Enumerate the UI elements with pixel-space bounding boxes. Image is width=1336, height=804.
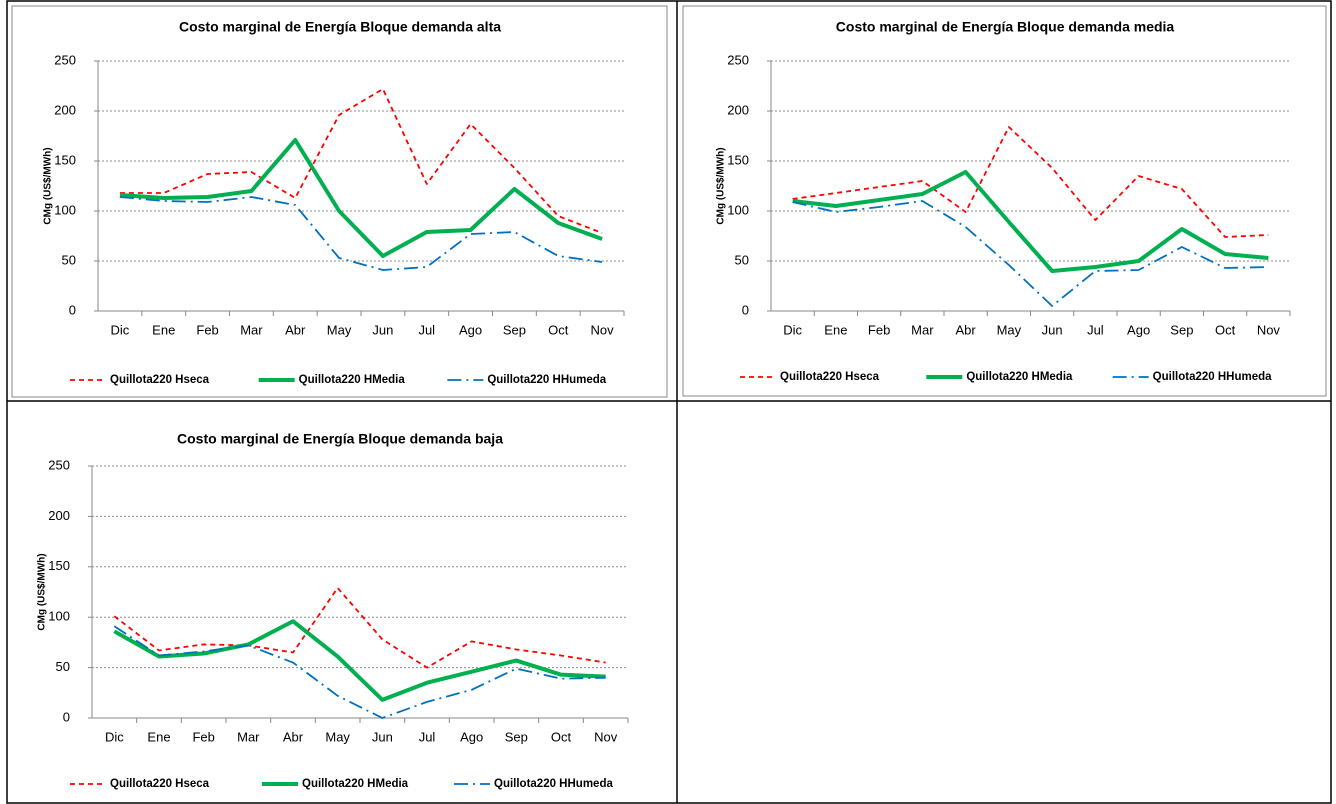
x-tick-label: May: [327, 322, 352, 337]
x-tick-label: Ene: [152, 322, 175, 337]
y-tick-label: 50: [735, 252, 749, 267]
x-tick-label: Sep: [1170, 322, 1193, 337]
series-line: [792, 200, 1269, 307]
legend-label: Quillota220 Hseca: [110, 778, 210, 790]
y-tick-label: 250: [727, 52, 749, 67]
y-tick-label: 200: [54, 102, 76, 117]
y-tick-label: 50: [56, 659, 70, 674]
y-tick-label: 0: [63, 709, 70, 724]
x-tick-label: Abr: [283, 729, 304, 744]
x-tick-label: Jun: [1042, 322, 1063, 337]
y-tick-label: 0: [742, 302, 749, 317]
x-tick-label: May: [997, 322, 1022, 337]
y-tick-label: 0: [69, 302, 76, 317]
x-tick-label: Feb: [868, 322, 890, 337]
y-tick-label: 150: [727, 152, 749, 167]
x-tick-label: Jul: [418, 322, 435, 337]
legend-label: Quillota220 HHumeda: [494, 778, 613, 790]
y-tick-label: 150: [54, 152, 76, 167]
x-tick-label: Ago: [1127, 322, 1150, 337]
y-tick-label: 100: [727, 202, 749, 217]
legend-label: Quillota220 HHumeda: [1153, 371, 1272, 383]
series-line: [792, 126, 1269, 238]
y-tick-label: 250: [48, 457, 70, 472]
x-tick-label: Sep: [503, 322, 526, 337]
y-tick-label: 100: [54, 202, 76, 217]
series-line: [113, 619, 606, 702]
x-tick-label: Abr: [285, 322, 306, 337]
y-axis-label: CMg (US$/MWh): [43, 147, 54, 224]
x-tick-label: Sep: [505, 729, 528, 744]
legend-label: Quillota220 Hseca: [780, 371, 880, 383]
x-tick-label: Jun: [372, 729, 393, 744]
y-axis-label: CMg (US$/MWh): [37, 553, 48, 630]
x-tick-label: Nov: [591, 322, 615, 337]
x-tick-label: Dic: [783, 322, 802, 337]
x-tick-label: Oct: [548, 322, 569, 337]
series-line: [113, 625, 606, 719]
y-axis-label: CMg (US$/MWh): [716, 147, 727, 224]
x-tick-label: Jul: [1087, 322, 1104, 337]
chart-title: Costo marginal de Energía Bloque demanda…: [836, 19, 1175, 35]
x-tick-label: Ene: [824, 322, 847, 337]
y-tick-label: 200: [48, 508, 70, 523]
chart-title: Costo marginal de Energía Bloque demanda…: [177, 431, 503, 447]
x-tick-label: Dic: [105, 729, 124, 744]
y-tick-label: 200: [727, 102, 749, 117]
x-tick-label: Ene: [147, 729, 170, 744]
legend-label: Quillota220 HHumeda: [487, 374, 606, 386]
x-tick-label: Jun: [372, 322, 393, 337]
x-tick-label: Mar: [911, 322, 934, 337]
x-tick-label: Mar: [240, 322, 263, 337]
legend-label: Quillota220 HMedia: [299, 374, 406, 386]
chart-title: Costo marginal de Energía Bloque demanda…: [179, 19, 501, 35]
x-tick-label: Abr: [956, 322, 977, 337]
series-line: [119, 88, 603, 234]
x-tick-label: Ago: [460, 729, 483, 744]
x-tick-label: Nov: [1257, 322, 1281, 337]
x-tick-label: Oct: [551, 729, 572, 744]
x-tick-label: Dic: [111, 322, 130, 337]
legend-label: Quillota220 Hseca: [110, 374, 210, 386]
y-tick-label: 250: [54, 52, 76, 67]
y-tick-label: 50: [62, 252, 76, 267]
y-tick-label: 100: [48, 609, 70, 624]
x-tick-label: Jul: [419, 729, 436, 744]
x-tick-label: Nov: [594, 729, 618, 744]
x-tick-label: Feb: [192, 729, 214, 744]
legend-label: Quillota220 HMedia: [302, 778, 409, 790]
x-tick-label: Oct: [1215, 322, 1236, 337]
series-line: [119, 138, 603, 258]
x-tick-label: Feb: [196, 322, 218, 337]
x-tick-label: May: [325, 729, 350, 744]
chart-frame: [11, 5, 668, 398]
series-line: [113, 587, 606, 669]
series-line: [792, 170, 1269, 273]
x-tick-label: Ago: [459, 322, 482, 337]
legend-label: Quillota220 HMedia: [966, 371, 1073, 383]
x-tick-label: Mar: [237, 729, 260, 744]
table-border: [6, 0, 1332, 804]
chart-frame: [682, 5, 1327, 397]
series-line: [119, 196, 603, 271]
y-tick-label: 150: [48, 558, 70, 573]
